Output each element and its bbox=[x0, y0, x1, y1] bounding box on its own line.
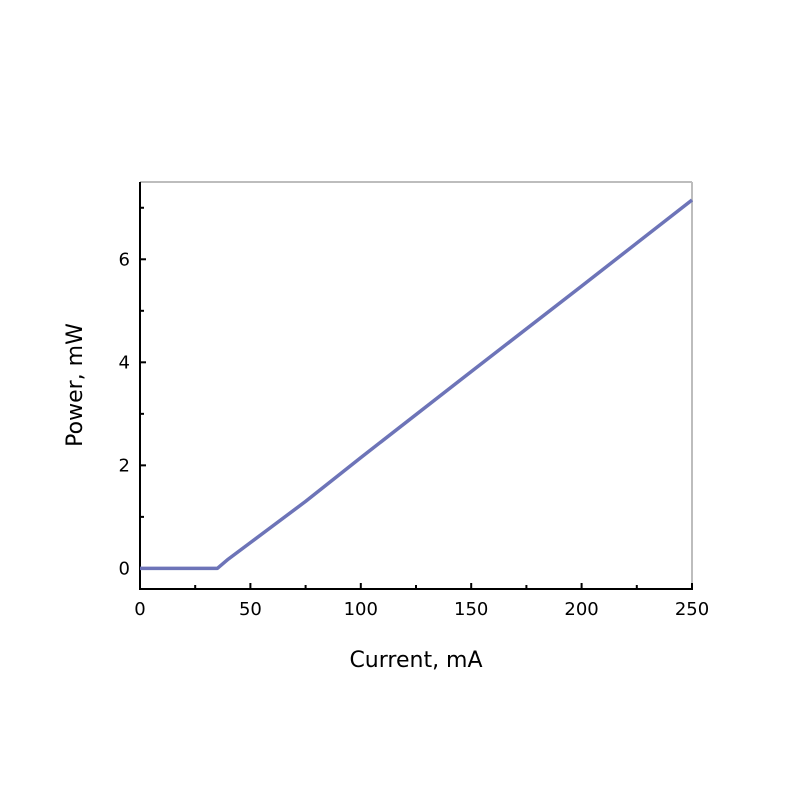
series bbox=[140, 198, 694, 571]
y-tick-label: 2 bbox=[119, 455, 130, 476]
y-tick-label: 0 bbox=[119, 558, 130, 579]
x-tick-label: 0 bbox=[134, 599, 145, 620]
x-tick-label: 250 bbox=[675, 599, 709, 620]
y-axis-label: Power, mW bbox=[63, 323, 88, 447]
x-tick-label: 50 bbox=[239, 599, 262, 620]
power-current-curve bbox=[140, 198, 694, 571]
x-axis-label: Current, mA bbox=[349, 648, 482, 673]
y-tick-label: 6 bbox=[119, 249, 130, 270]
plot-frame bbox=[139, 181, 693, 590]
x-tick-label: 150 bbox=[454, 599, 488, 620]
tick-labels: 0 50 100 150 200 250 0 2 4 6 bbox=[119, 249, 710, 620]
x-tick-label: 100 bbox=[344, 599, 378, 620]
ticks bbox=[139, 206, 693, 589]
x-tick-label: 200 bbox=[564, 599, 598, 620]
y-tick-label: 4 bbox=[119, 352, 130, 373]
